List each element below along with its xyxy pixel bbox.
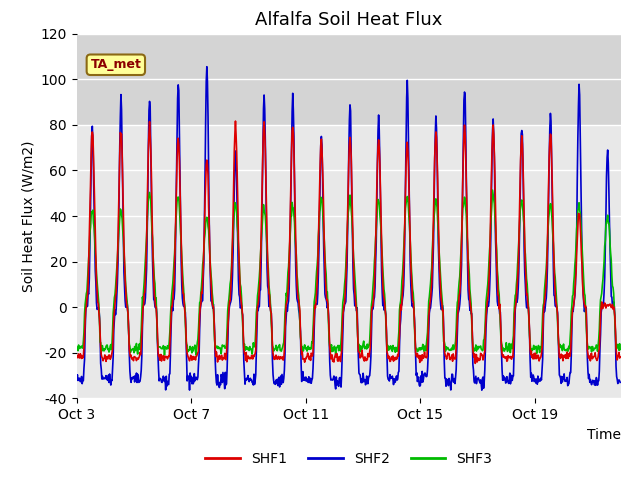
SHF1	[73, 353, 81, 359]
SHF3	[192, 352, 200, 358]
SHF3	[264, 258, 271, 264]
SHF3	[189, 344, 196, 349]
SHF1	[326, 349, 334, 355]
SHF2	[203, 64, 211, 70]
Line: SHF2: SHF2	[77, 67, 620, 390]
SHF2	[478, 387, 486, 393]
SHF1	[395, 343, 403, 349]
SHF1	[472, 360, 479, 366]
Line: SHF3: SHF3	[77, 190, 620, 355]
Text: TA_met: TA_met	[90, 58, 141, 71]
Title: Alfalfa Soil Heat Flux: Alfalfa Soil Heat Flux	[255, 11, 442, 29]
SHF1	[527, 348, 535, 354]
SHF3	[73, 345, 81, 351]
SHF2	[189, 375, 196, 381]
SHF1	[416, 360, 424, 365]
Y-axis label: Soil Heat Flux (W/m2): Soil Heat Flux (W/m2)	[21, 140, 35, 292]
SHF2	[264, 283, 271, 289]
SHF2	[326, 372, 334, 378]
Bar	[77, 11, 621, 125]
SHF3	[527, 348, 535, 354]
SHF2	[73, 376, 81, 382]
SHF1	[189, 354, 196, 360]
SHF2	[616, 380, 624, 385]
Legend: SHF1, SHF2, SHF3: SHF1, SHF2, SHF3	[200, 446, 498, 472]
SHF2	[416, 384, 424, 389]
SHF3	[395, 328, 403, 334]
SHF1	[264, 259, 271, 264]
SHF1	[232, 118, 239, 124]
SHF2	[527, 370, 535, 376]
SHF3	[416, 345, 424, 351]
SHF3	[489, 187, 497, 193]
SHF1	[616, 354, 624, 360]
X-axis label: Time: Time	[587, 428, 621, 442]
SHF3	[616, 347, 624, 352]
SHF2	[395, 369, 403, 374]
SHF3	[326, 343, 334, 348]
Line: SHF1: SHF1	[77, 121, 620, 363]
